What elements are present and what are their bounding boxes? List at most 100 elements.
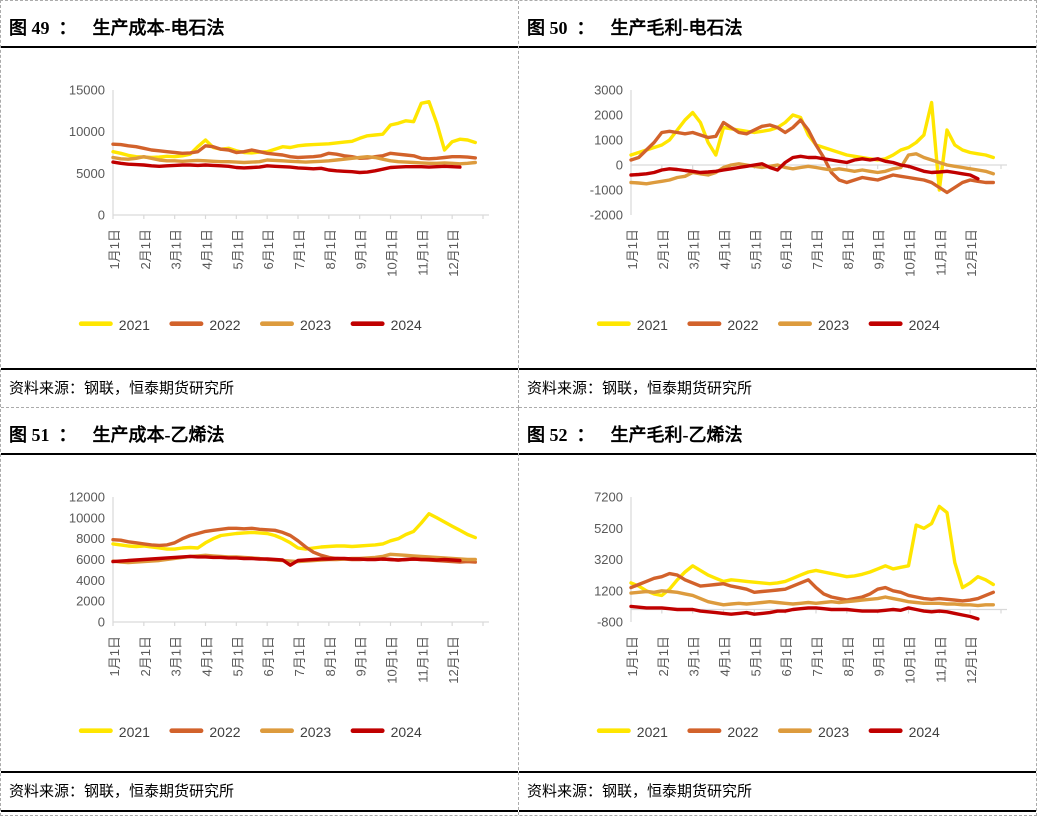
y-tick-label: 0 <box>98 208 105 223</box>
x-tick-label: 2月1日 <box>138 636 153 676</box>
y-tick-label: 3000 <box>594 83 623 98</box>
x-tick-label: 8月1日 <box>323 229 338 269</box>
x-tick-label: 3月1日 <box>169 636 184 676</box>
series-line-2024 <box>629 154 980 181</box>
x-tick-label: 4月1日 <box>718 229 733 269</box>
series-line-2024 <box>111 554 462 567</box>
legend-swatch-2023 <box>260 321 294 326</box>
legend-swatch-2023 <box>260 728 294 733</box>
legend-swatch-2023 <box>778 321 812 326</box>
x-tick-label: 7月1日 <box>292 636 307 676</box>
source-text: 资料来源：钢联，恒泰期货研究所 <box>9 784 235 800</box>
y-tick-label: -1000 <box>590 183 623 198</box>
x-tick-label: 7月1日 <box>292 229 307 269</box>
x-tick-label: 1月1日 <box>625 636 640 676</box>
legend-swatch-2021 <box>78 728 113 733</box>
x-tick-label: 10月1日 <box>385 636 400 684</box>
x-tick-label: 6月1日 <box>261 636 276 676</box>
source-text: 资料来源：钢联，恒泰期货研究所 <box>527 784 753 800</box>
legend-swatch-2022 <box>687 321 722 326</box>
y-tick-label: 7200 <box>594 490 623 505</box>
legend-swatch-2021 <box>78 321 113 326</box>
series-line-2022 <box>629 571 995 603</box>
legend-label-2023: 2023 <box>818 724 849 740</box>
legend-label-2022: 2022 <box>209 317 240 333</box>
y-tick-label: -2000 <box>590 208 623 223</box>
chart-area: -2000 -1000 0 1000 2000 3000 1月1日 2月1日 3月1日 4月1日 5… <box>519 48 1036 368</box>
source-row: 资料来源：钢联，恒泰期货研究所 <box>519 771 1036 812</box>
x-tick-label: 6月1日 <box>779 229 794 269</box>
x-tick-label: 4月1日 <box>200 636 215 676</box>
figure-label: 图 52 <box>527 425 568 445</box>
x-tick-label: 12月1日 <box>964 636 979 684</box>
legend-swatch-2024 <box>350 728 385 733</box>
y-tick-label: 2000 <box>76 594 105 609</box>
figure-label: 图 51 <box>9 425 50 445</box>
x-tick-label: 3月1日 <box>687 636 702 676</box>
figure-title-row: 图 49 ： 生产成本-电石法 <box>1 1 518 48</box>
legend-label-2021: 2021 <box>119 317 150 333</box>
x-tick-label: 5月1日 <box>748 229 763 269</box>
legend-label-2023: 2023 <box>300 317 331 333</box>
figure-cell-51: 图 51 ： 生产成本-乙烯法 0 2000 4000 6000 8000 10000 12… <box>1 408 519 815</box>
y-tick-label: 12000 <box>69 490 105 505</box>
x-tick-label: 6月1日 <box>779 636 794 676</box>
x-tick-label: 10月1日 <box>903 229 918 277</box>
x-tick-label: 11月1日 <box>415 636 430 683</box>
legend-label-2024: 2024 <box>391 724 422 740</box>
x-tick-label: 9月1日 <box>354 229 369 269</box>
legend-label-2022: 2022 <box>727 317 758 333</box>
legend-label-2022: 2022 <box>727 724 758 740</box>
x-tick-label: 3月1日 <box>687 229 702 269</box>
source-text: 资料来源：钢联，恒泰期货研究所 <box>9 381 235 397</box>
figure-colon: ： <box>576 18 595 38</box>
series-line-2022 <box>111 142 477 161</box>
y-tick-label: 8000 <box>76 531 105 546</box>
figure-label: 图 49 <box>9 18 50 38</box>
x-tick-label: 8月1日 <box>841 636 856 676</box>
source-text: 资料来源：钢联，恒泰期货研究所 <box>527 381 753 397</box>
figure-title: 生产成本-乙烯法 <box>92 425 225 445</box>
x-tick-label: 9月1日 <box>872 636 887 676</box>
series-line-2024 <box>629 604 980 621</box>
line-chart-production-margin-ethylene: -800 1200 3200 5200 7200 1月1日 2月1日 3月1日 4月1日 5月1日… <box>594 490 1007 740</box>
source-row: 资料来源：钢联，恒泰期货研究所 <box>1 368 518 407</box>
series-line-2021 <box>629 504 995 598</box>
figure-cell-52: 图 52 ： 生产毛利-乙烯法 -800 1200 3200 5200 7200 1月1日… <box>519 408 1036 815</box>
y-tick-label: 5000 <box>76 166 105 181</box>
series-line-2022 <box>629 118 995 195</box>
x-tick-label: 5月1日 <box>748 636 763 676</box>
x-tick-label: 9月1日 <box>354 636 369 676</box>
figure-cell-50: 图 50 ： 生产毛利-电石法 -2000 -1000 0 1000 2000 3000 1… <box>519 1 1036 408</box>
figure-title-row: 图 52 ： 生产毛利-乙烯法 <box>519 408 1036 455</box>
series-line-2023 <box>629 589 995 608</box>
x-tick-label: 1月1日 <box>107 229 122 269</box>
legend-label-2023: 2023 <box>818 317 849 333</box>
figure-title-row: 图 50 ： 生产毛利-电石法 <box>519 1 1036 48</box>
legend-swatch-2024 <box>350 321 385 326</box>
figure-label: 图 50 <box>527 18 568 38</box>
x-tick-label: 8月1日 <box>841 229 856 269</box>
legend-swatch-2024 <box>868 728 903 733</box>
legend-swatch-2022 <box>169 321 204 326</box>
x-tick-label: 11月1日 <box>933 636 948 683</box>
source-row: 资料来源：钢联，恒泰期货研究所 <box>1 771 518 812</box>
x-tick-label: 11月1日 <box>415 229 430 276</box>
figure-title-row: 图 51 ： 生产成本-乙烯法 <box>1 408 518 455</box>
x-tick-label: 10月1日 <box>903 636 918 684</box>
y-tick-label: -800 <box>597 615 623 630</box>
line-chart-production-margin-carbide: -2000 -1000 0 1000 2000 3000 1月1日 2月1日 3月1日 4月1日 5… <box>590 83 1007 333</box>
legend-swatch-2022 <box>169 728 204 733</box>
y-tick-label: 1200 <box>594 583 623 598</box>
series-line-2023 <box>111 154 477 166</box>
series-line-2024 <box>111 160 462 175</box>
x-tick-label: 10月1日 <box>385 229 400 277</box>
legend-label-2024: 2024 <box>391 317 422 333</box>
series-line-2023 <box>629 152 995 186</box>
legend-label-2024: 2024 <box>909 724 940 740</box>
y-tick-label: 1000 <box>594 133 623 148</box>
chart-area: 0 5000 10000 15000 1月1日 2月1日 3月1日 4月1日 5月1日 6月1日 7… <box>1 48 518 368</box>
figure-cell-49: 图 49 ： 生产成本-电石法 0 5000 10000 15000 1月1日 2月1日 3… <box>1 1 519 408</box>
x-tick-label: 1月1日 <box>625 229 640 269</box>
